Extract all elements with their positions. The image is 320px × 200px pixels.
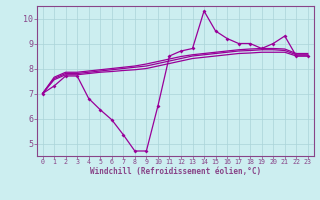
X-axis label: Windchill (Refroidissement éolien,°C): Windchill (Refroidissement éolien,°C) — [90, 167, 261, 176]
